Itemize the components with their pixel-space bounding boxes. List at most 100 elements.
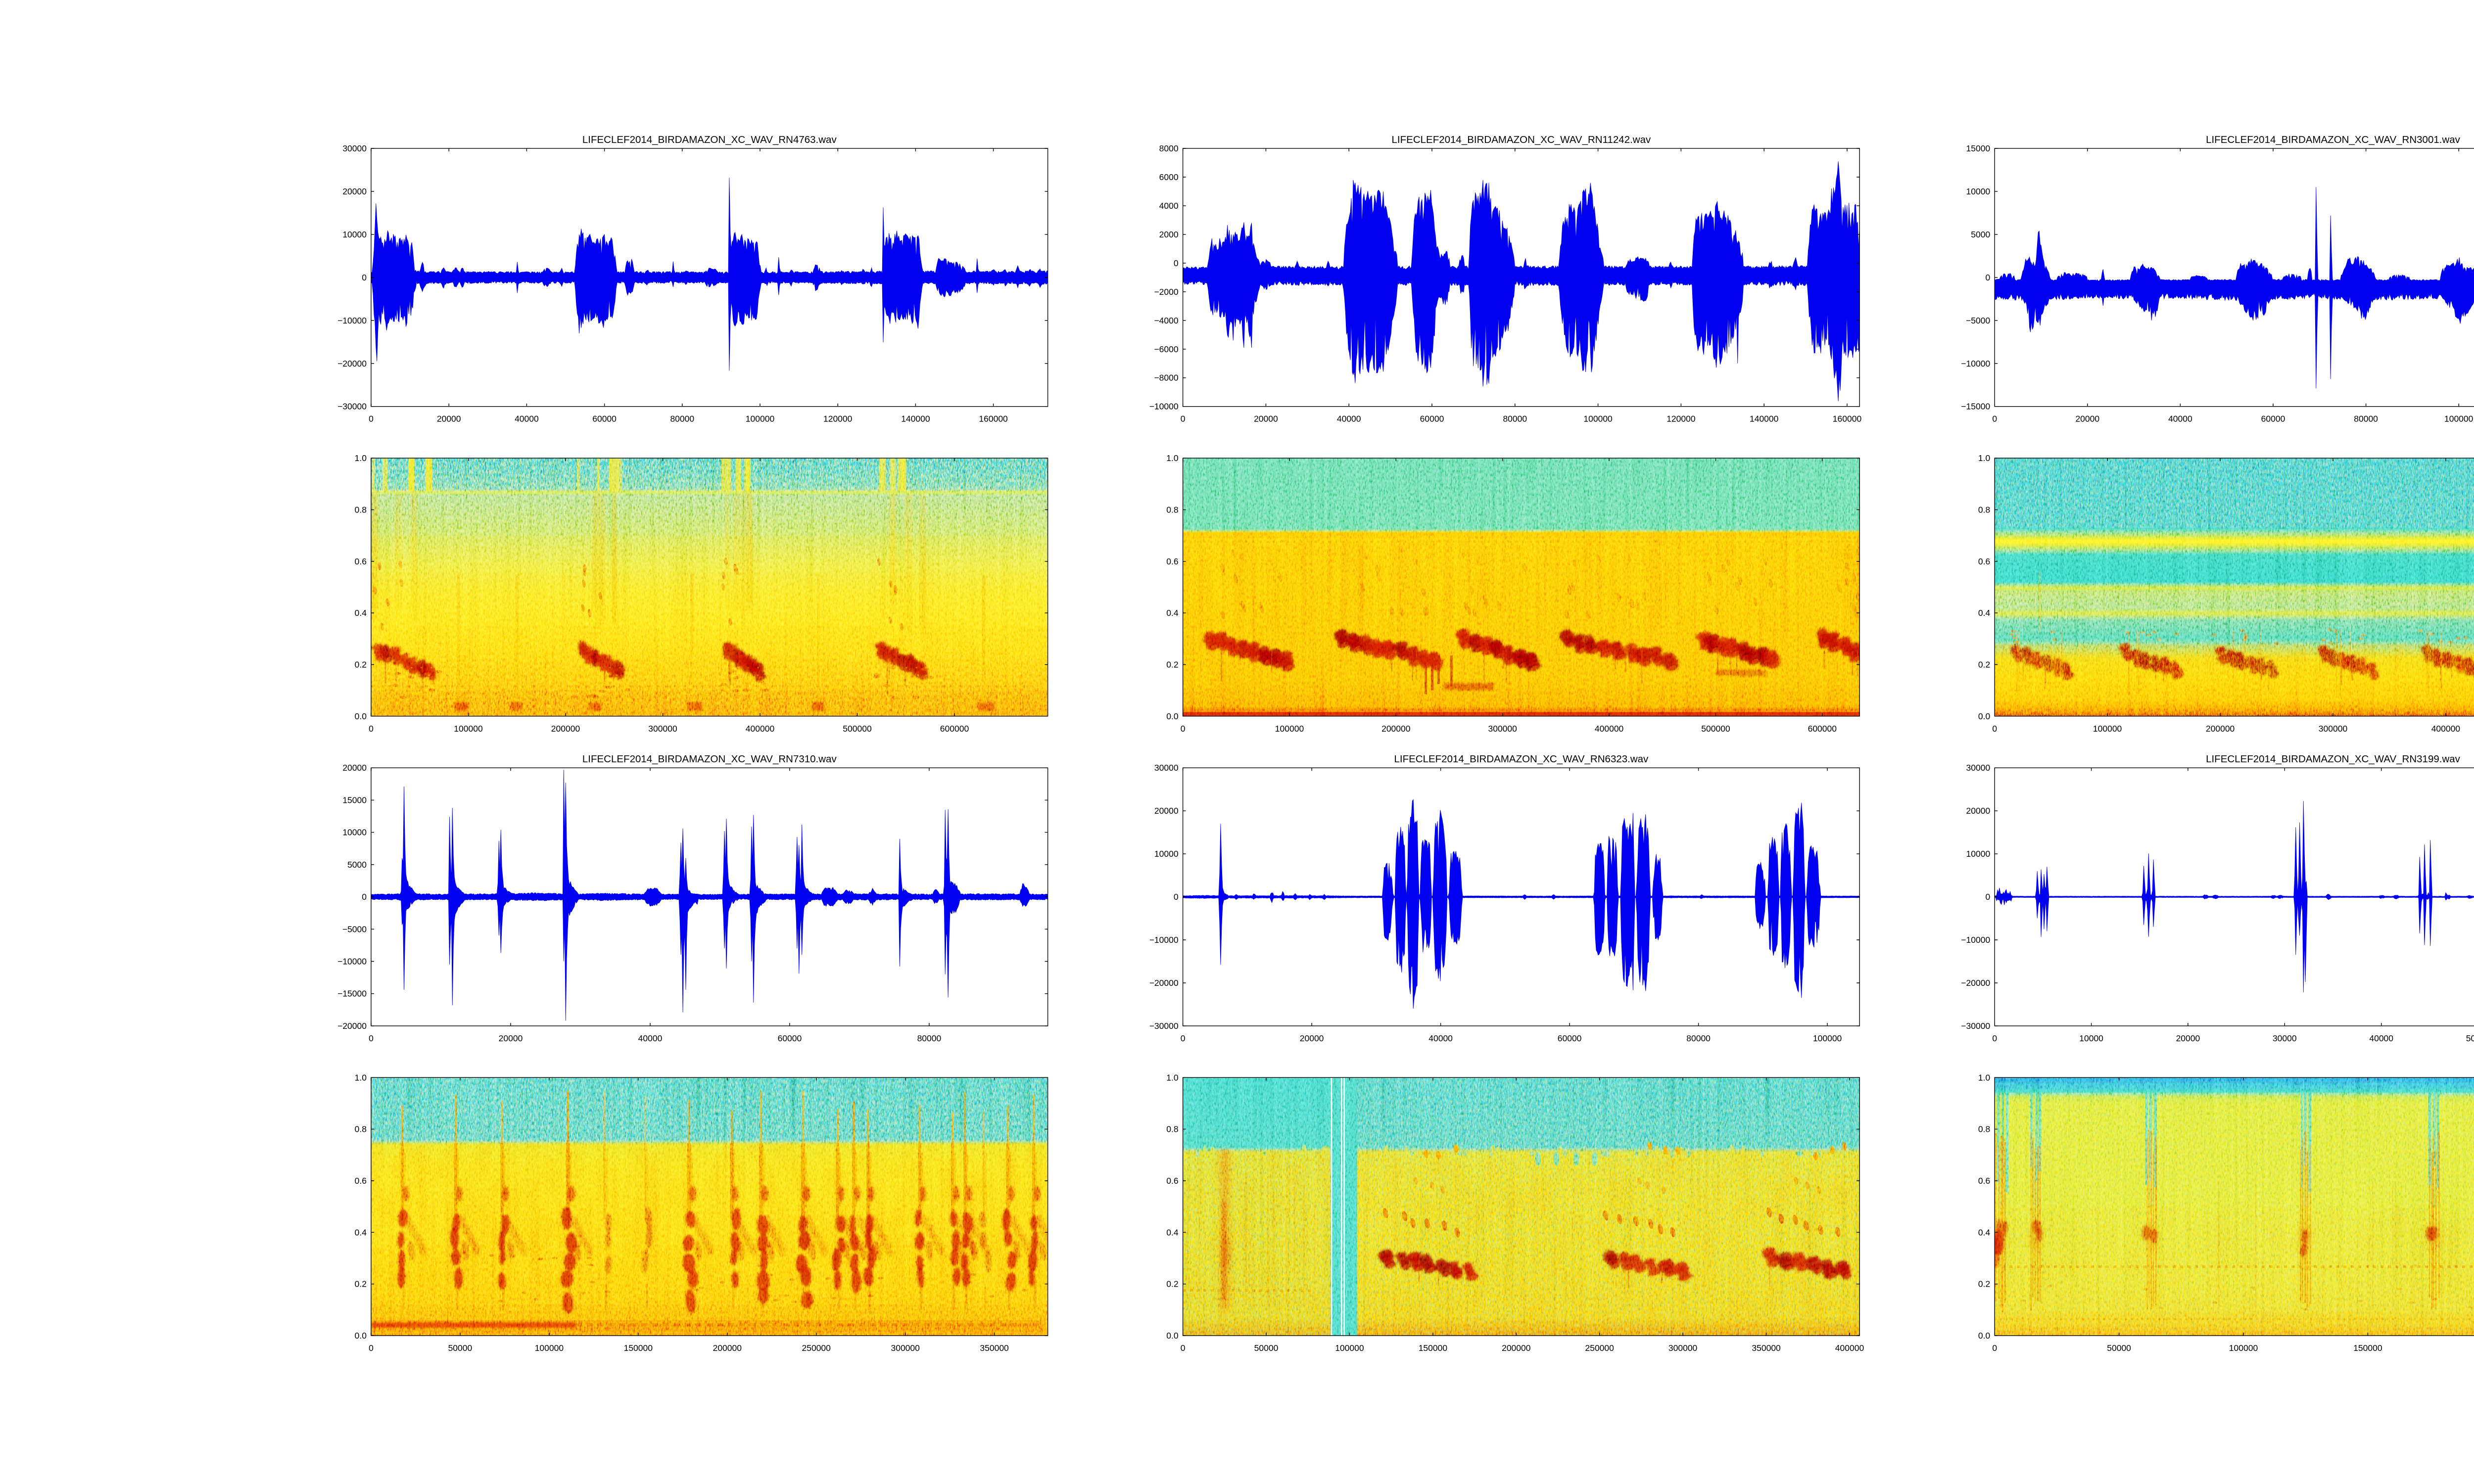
svg-text:0.4: 0.4 [1978, 608, 1991, 618]
svg-text:30000: 30000 [342, 143, 367, 153]
svg-text:200000: 200000 [1502, 1343, 1531, 1353]
svg-text:−4000: −4000 [1154, 316, 1178, 325]
svg-text:80000: 80000 [1686, 1033, 1711, 1043]
svg-text:80000: 80000 [670, 414, 694, 424]
svg-text:300000: 300000 [1488, 724, 1517, 734]
svg-text:10000: 10000 [1966, 186, 1991, 196]
svg-text:20000: 20000 [1154, 806, 1179, 816]
svg-text:LIFECLEF2014_BIRDAMAZON_XC_WAV: LIFECLEF2014_BIRDAMAZON_XC_WAV_RN4763.wa… [582, 134, 837, 145]
svg-text:100000: 100000 [1335, 1343, 1364, 1353]
svg-text:300000: 300000 [891, 1343, 920, 1353]
svg-text:60000: 60000 [778, 1033, 802, 1043]
svg-text:0.2: 0.2 [1166, 1279, 1178, 1289]
svg-text:40000: 40000 [1428, 1033, 1453, 1043]
svg-text:0.8: 0.8 [1978, 1124, 1990, 1134]
svg-text:100000: 100000 [1813, 1033, 1842, 1043]
svg-text:0: 0 [1992, 1033, 1997, 1043]
svg-text:200000: 200000 [2206, 724, 2235, 734]
svg-text:0.2: 0.2 [355, 660, 367, 670]
svg-text:LIFECLEF2014_BIRDAMAZON_XC_WAV: LIFECLEF2014_BIRDAMAZON_XC_WAV_RN6323.wa… [1394, 753, 1649, 765]
svg-text:−30000: −30000 [1149, 1021, 1179, 1031]
svg-text:−8000: −8000 [1154, 373, 1178, 383]
svg-text:0.4: 0.4 [1978, 1227, 1991, 1237]
svg-text:40000: 40000 [638, 1033, 663, 1043]
svg-text:0: 0 [362, 273, 367, 282]
svg-text:400000: 400000 [1835, 1343, 1864, 1353]
svg-text:LIFECLEF2014_BIRDAMAZON_XC_WAV: LIFECLEF2014_BIRDAMAZON_XC_WAV_RN11242.w… [1392, 134, 1651, 145]
svg-text:0.8: 0.8 [1166, 1124, 1178, 1134]
svg-text:−10000: −10000 [337, 316, 367, 325]
svg-text:5000: 5000 [347, 860, 367, 870]
svg-text:0.4: 0.4 [1166, 608, 1179, 618]
svg-text:0.4: 0.4 [355, 1227, 367, 1237]
svg-text:100000: 100000 [1583, 414, 1613, 424]
svg-text:1.0: 1.0 [1166, 1072, 1179, 1082]
svg-text:20000: 20000 [1254, 414, 1278, 424]
svg-text:1.0: 1.0 [1978, 1072, 1991, 1082]
svg-text:80000: 80000 [917, 1033, 942, 1043]
svg-text:100000: 100000 [535, 1343, 564, 1353]
svg-text:0: 0 [369, 1033, 374, 1043]
svg-text:20000: 20000 [2075, 414, 2099, 424]
svg-text:20000: 20000 [1300, 1033, 1324, 1043]
svg-text:10000: 10000 [342, 230, 367, 239]
svg-text:0: 0 [1174, 258, 1179, 268]
svg-text:100000: 100000 [1275, 724, 1304, 734]
svg-text:15000: 15000 [1966, 143, 1991, 153]
svg-text:−10000: −10000 [337, 957, 367, 967]
svg-text:−30000: −30000 [337, 402, 367, 412]
svg-text:10000: 10000 [2079, 1033, 2103, 1043]
svg-text:0.6: 0.6 [1978, 1176, 1990, 1186]
svg-text:1.0: 1.0 [1166, 453, 1179, 463]
svg-text:300000: 300000 [2319, 724, 2348, 734]
svg-text:20000: 20000 [1966, 806, 1991, 816]
svg-text:0: 0 [1985, 892, 1990, 902]
svg-text:30000: 30000 [1966, 763, 1991, 773]
svg-text:10000: 10000 [1154, 849, 1179, 859]
svg-text:140000: 140000 [1750, 414, 1779, 424]
svg-text:150000: 150000 [624, 1343, 653, 1353]
svg-text:0.8: 0.8 [355, 1124, 367, 1134]
svg-text:−20000: −20000 [1149, 978, 1179, 988]
svg-text:60000: 60000 [1420, 414, 1444, 424]
svg-text:−20000: −20000 [337, 1021, 367, 1031]
svg-text:160000: 160000 [1833, 414, 1862, 424]
svg-text:250000: 250000 [1585, 1343, 1614, 1353]
svg-text:40000: 40000 [1337, 414, 1361, 424]
svg-text:60000: 60000 [2261, 414, 2285, 424]
svg-text:0: 0 [1181, 1033, 1186, 1043]
svg-text:−10000: −10000 [1149, 935, 1179, 945]
svg-text:LIFECLEF2014_BIRDAMAZON_XC_WAV: LIFECLEF2014_BIRDAMAZON_XC_WAV_RN3199.wa… [2206, 753, 2461, 765]
svg-text:0.0: 0.0 [1978, 1331, 1991, 1341]
svg-text:0: 0 [1992, 1343, 1997, 1353]
svg-text:0.6: 0.6 [1978, 556, 1990, 566]
svg-text:200000: 200000 [713, 1343, 742, 1353]
svg-text:0.8: 0.8 [1166, 505, 1178, 514]
svg-text:40000: 40000 [2168, 414, 2192, 424]
svg-text:200000: 200000 [551, 724, 580, 734]
svg-text:50000: 50000 [1254, 1343, 1279, 1353]
svg-text:150000: 150000 [1419, 1343, 1448, 1353]
svg-text:40000: 40000 [515, 414, 539, 424]
svg-text:100000: 100000 [2229, 1343, 2258, 1353]
svg-text:0.6: 0.6 [1166, 1176, 1178, 1186]
svg-text:200000: 200000 [1381, 724, 1411, 734]
svg-text:300000: 300000 [1668, 1343, 1698, 1353]
svg-text:400000: 400000 [1595, 724, 1624, 734]
svg-text:0.2: 0.2 [1978, 1279, 1990, 1289]
svg-text:250000: 250000 [802, 1343, 831, 1353]
svg-text:0: 0 [1181, 1343, 1186, 1353]
svg-text:20000: 20000 [437, 414, 461, 424]
svg-text:2000: 2000 [1159, 230, 1179, 239]
svg-text:−30000: −30000 [1961, 1021, 1990, 1031]
svg-text:0.8: 0.8 [355, 505, 367, 514]
svg-text:0.0: 0.0 [1166, 1331, 1179, 1341]
svg-text:0.2: 0.2 [1166, 660, 1178, 670]
svg-text:0.2: 0.2 [1978, 660, 1990, 670]
svg-text:0.4: 0.4 [355, 608, 367, 618]
svg-text:30000: 30000 [1154, 763, 1179, 773]
svg-text:0: 0 [1992, 414, 1997, 424]
svg-text:8000: 8000 [1159, 143, 1179, 153]
svg-text:40000: 40000 [2369, 1033, 2393, 1043]
svg-text:0: 0 [1174, 892, 1179, 902]
